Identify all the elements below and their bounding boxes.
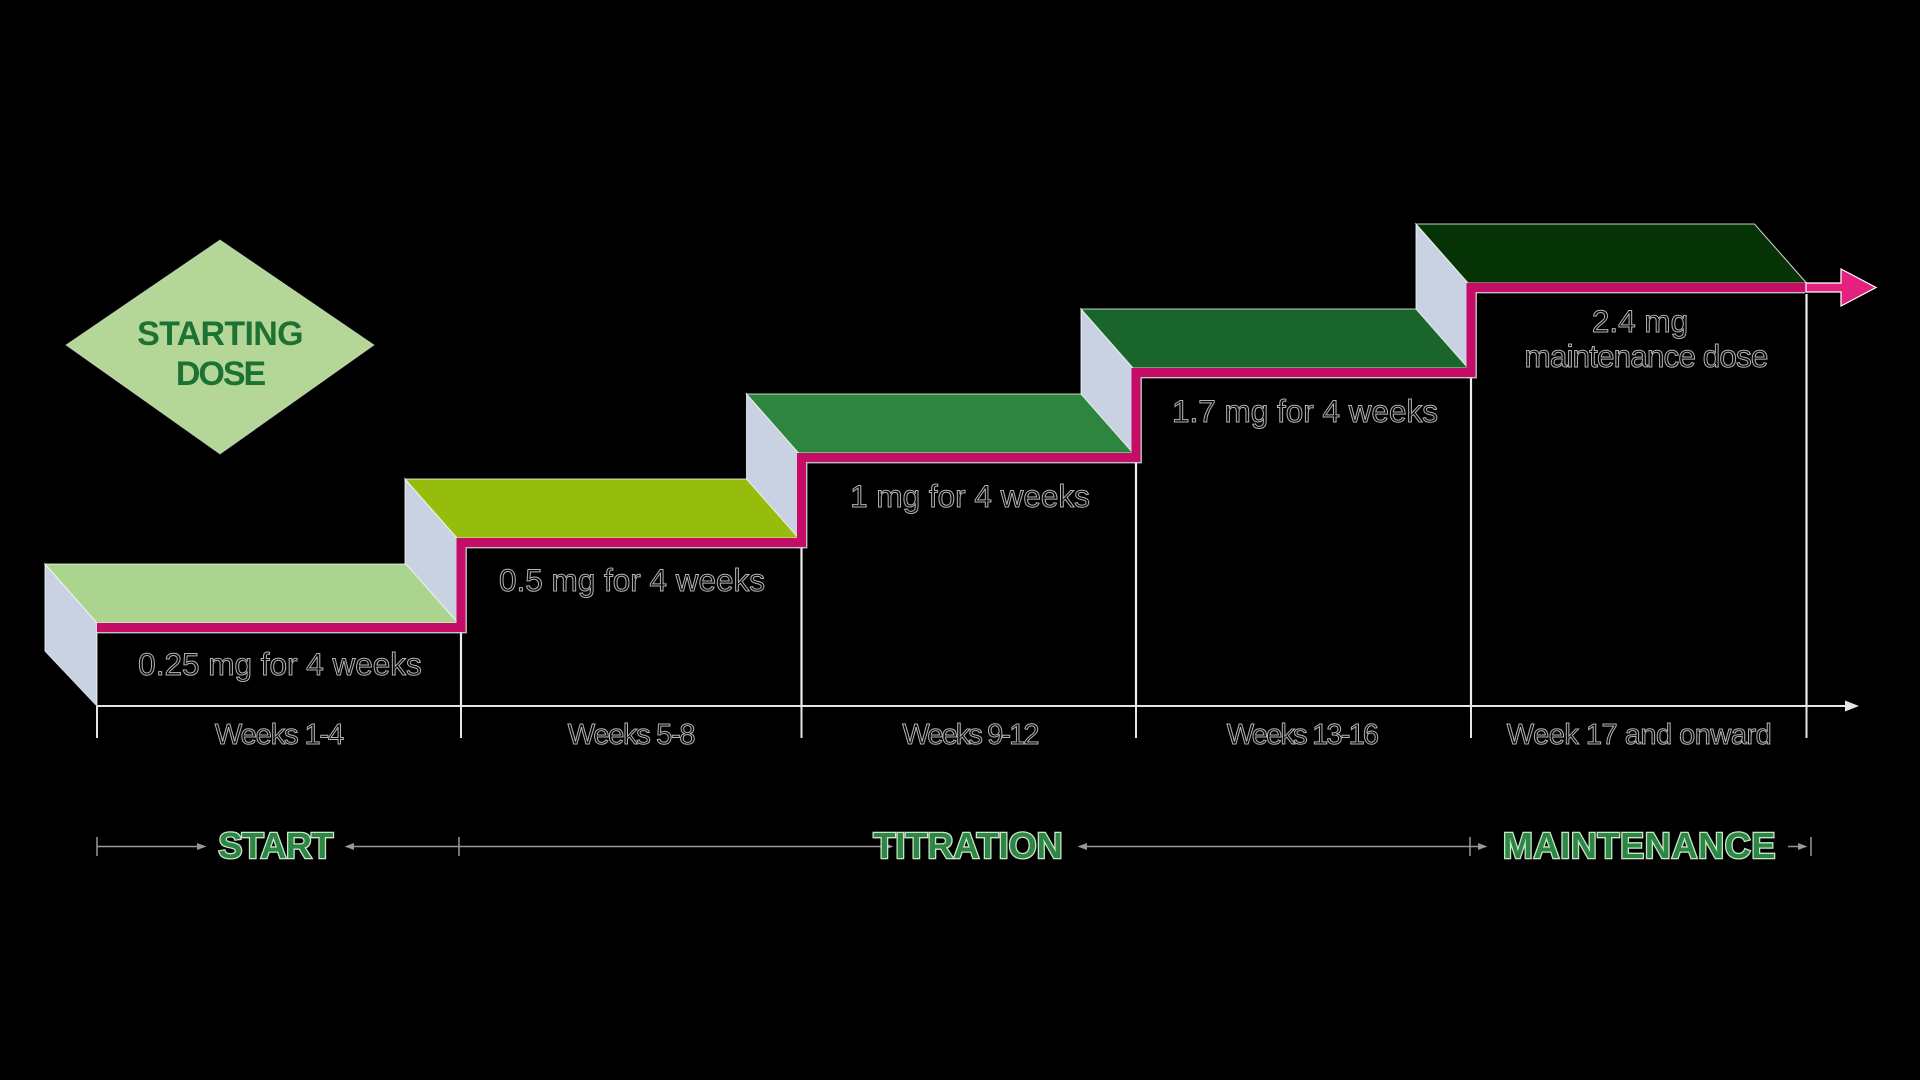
- svg-text:1.7 mg for 4 weeks: 1.7 mg for 4 weeks: [1172, 393, 1438, 429]
- svg-text:Week 17 and onward: Week 17 and onward: [1507, 719, 1772, 751]
- svg-text:STARTING: STARTING: [137, 315, 303, 353]
- svg-text:DOSE: DOSE: [176, 355, 266, 393]
- svg-text:Weeks 5-8: Weeks 5-8: [568, 719, 695, 751]
- svg-text:MAINTENANCE: MAINTENANCE: [1503, 825, 1776, 866]
- svg-text:1 mg for 4 weeks: 1 mg for 4 weeks: [850, 478, 1090, 514]
- svg-text:Weeks 13-16: Weeks 13-16: [1227, 719, 1378, 751]
- svg-text:START: START: [218, 825, 333, 866]
- svg-text:0.5 mg for 4 weeks: 0.5 mg for 4 weeks: [499, 562, 765, 598]
- svg-text:0.25 mg for 4 weeks: 0.25 mg for 4 weeks: [138, 646, 422, 682]
- svg-text:maintenance dose: maintenance dose: [1524, 338, 1767, 374]
- svg-text:TITRATION: TITRATION: [873, 825, 1062, 866]
- svg-text:2.4 mg: 2.4 mg: [1592, 303, 1688, 339]
- svg-text:Weeks 1-4: Weeks 1-4: [215, 719, 344, 751]
- svg-text:Weeks 9-12: Weeks 9-12: [902, 719, 1038, 751]
